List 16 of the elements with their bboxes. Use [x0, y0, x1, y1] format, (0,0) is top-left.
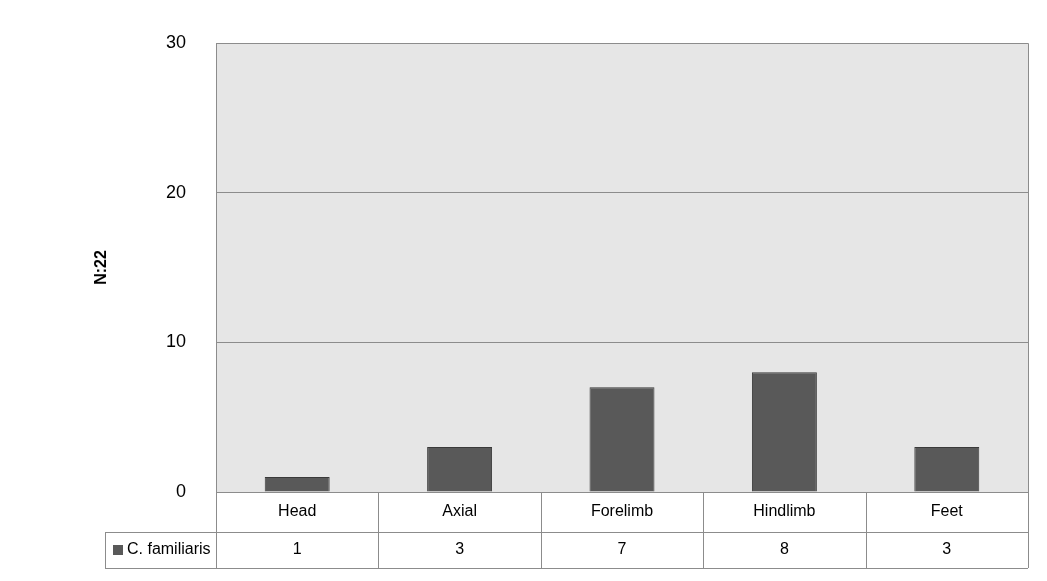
y-tick-label: 30 — [165, 31, 186, 52]
x-tick-label: Axial — [442, 502, 477, 520]
y-axis-title: N:22 — [92, 250, 110, 285]
data-label: 1 — [292, 540, 302, 558]
y-tick-label: 10 — [165, 331, 186, 352]
data-label: 7 — [617, 540, 627, 558]
x-tick-label: Forelimb — [590, 502, 654, 520]
x-tick-label: Head — [278, 502, 317, 520]
y-tick-label: 20 — [165, 181, 186, 202]
legend-label: C. familiaris — [127, 540, 211, 558]
data-label: 3 — [942, 540, 952, 558]
data-label: 3 — [455, 540, 465, 558]
x-tick-label: Hindlimb — [753, 502, 816, 520]
y-tick-label: 0 — [175, 480, 186, 501]
x-tick-label: Feet — [930, 502, 964, 520]
data-label: 8 — [779, 540, 789, 558]
